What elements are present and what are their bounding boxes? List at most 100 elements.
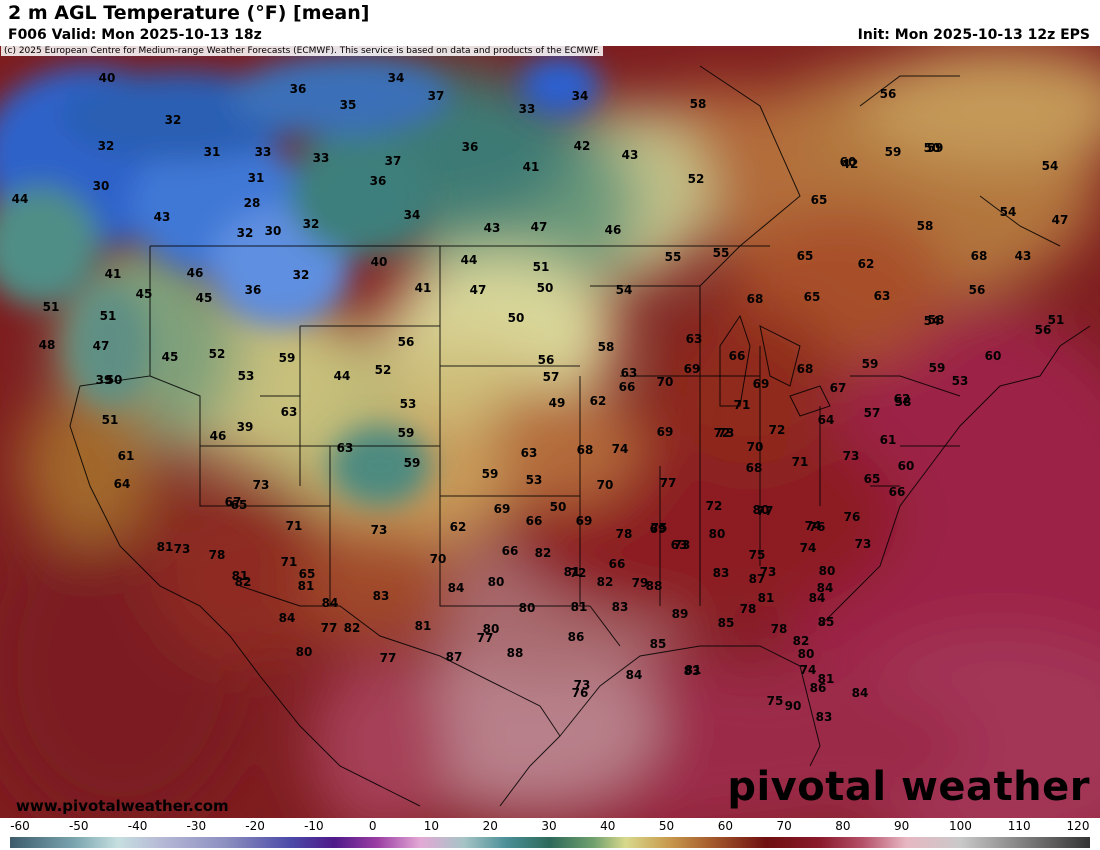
temperature-value: 69 [684,362,701,376]
temperature-value: 70 [430,552,447,566]
temperature-value: 60 [985,349,1002,363]
temperature-value: 71 [281,555,298,569]
temperature-value: 63 [521,446,538,460]
temperature-value: 55 [665,250,682,264]
temperature-value: 70 [657,375,674,389]
colorbar-tick-label: -40 [127,819,148,833]
temperature-value: 83 [684,664,701,678]
temperature-value: 56 [398,335,415,349]
temperature-value: 63 [281,405,298,419]
brand-logo: pivotal weather [727,764,1090,810]
temperature-value: 49 [549,396,566,410]
colorbar-tick-label: 40 [600,819,616,833]
temperature-value: 58 [928,313,945,327]
temperature-value: 57 [864,406,881,420]
temperature-value: 54 [616,283,633,297]
temperature-value: 74 [612,442,629,456]
colorbar-tick-label: 20 [482,819,498,833]
temperature-value: 90 [785,699,802,713]
temperature-value: 37 [428,89,445,103]
temperature-value: 63 [671,538,688,552]
temperature-value: 83 [373,589,390,603]
temperature-value: 81 [415,619,432,633]
temperature-value: 59 [929,361,946,375]
temperature-value: 57 [543,370,560,384]
temperature-value: 37 [385,154,402,168]
temperature-value: 55 [713,246,730,260]
temperature-value: 76 [572,686,589,700]
temperature-value: 69 [576,514,593,528]
temperature-value: 81 [232,569,249,583]
temperature-value: 36 [245,283,262,297]
temperature-value: 82 [597,575,614,589]
temperature-value: 77 [380,651,397,665]
temperature-value: 56 [1035,323,1052,337]
temperature-value: 30 [93,179,110,193]
temperature-value: 51 [102,413,119,427]
temperature-value: 33 [255,145,272,159]
temperature-value: 36 [462,140,479,154]
temperature-value: 80 [296,645,313,659]
temperature-value: 51 [1048,313,1065,327]
temperature-value: 52 [375,363,392,377]
colorbar-tick-label: 90 [894,819,910,833]
temperature-value: 42 [842,157,859,171]
valid-time: F006 Valid: Mon 2025-10-13 18z [8,27,262,43]
temperature-value: 71 [286,519,303,533]
temperature-value: 65 [797,249,814,263]
temperature-value: 78 [209,548,226,562]
temperature-value: 34 [572,89,589,103]
colorbar-tick-label: -30 [186,819,207,833]
temperature-value: 84 [322,596,339,610]
temperature-value: 71 [792,455,809,469]
temperature-value: 81 [157,540,174,554]
temperature-value: 86 [810,681,827,695]
temperature-value: 69 [650,522,667,536]
temperature-value: 72 [769,423,786,437]
colorbar-tick-label: 120 [1066,819,1090,833]
temperature-value: 51 [100,309,117,323]
colorbar-tick-label: 10 [423,819,440,833]
temperature-value: 34 [404,208,421,222]
colorbar-tick-label: 0 [368,819,377,833]
temperature-value: 69 [657,425,674,439]
temperature-value: 44 [12,192,29,206]
temperature-value: 73 [855,537,872,551]
temperature-value: 78 [771,622,788,636]
colorbar-tick-label: -10 [304,819,324,833]
temperature-value: 59 [927,141,944,155]
temperature-value: 45 [162,350,179,364]
temperature-value: 73 [718,426,735,440]
temperature-value: 28 [244,196,261,210]
temperature-value: 80 [519,601,536,615]
temperature-value: 54 [924,314,941,328]
temperature-value: 69 [753,377,770,391]
temperature-value: 50 [106,373,123,387]
temperature-value: 76 [844,510,861,524]
temperature-value: 47 [531,220,548,234]
temperature-value: 51 [533,260,550,274]
temperature-value: 66 [889,485,906,499]
temperature-value: 59 [862,357,879,371]
temperature-value: 43 [622,148,639,162]
temperature-value: 65 [811,193,828,207]
temperature-value: 79 [632,576,649,590]
temperature-value: 73 [674,538,691,552]
temperature-value: 83 [713,566,730,580]
temperature-value: 62 [858,257,875,271]
colorbar-tick-labels: -60 -50 -40 -30 -20 -10 0 10 20 30 40 50 60 70 80 90 100… [0,819,1100,835]
temperature-value: 84 [279,611,296,625]
temperature-value: 62 [450,520,467,534]
political-boundaries [69,65,1091,807]
temperature-value: 82 [793,634,810,648]
temperature-value: 58 [895,395,912,409]
temperature-value: 47 [93,339,110,353]
temperature-value: 82 [535,546,552,560]
temperature-value: 56 [969,283,986,297]
colorbar-tick-label: 30 [541,819,557,833]
temperature-value: 39 [96,373,113,387]
temperature-map[interactable]: 40 34 36 37 33 34 35 32 32 31 33 33 37 36 41 42 43 30 31 28… [0,46,1100,818]
temperature-value: 58 [598,340,615,354]
site-url[interactable]: www.pivotalweather.com [16,797,229,815]
temperature-value: 76 [809,520,826,534]
